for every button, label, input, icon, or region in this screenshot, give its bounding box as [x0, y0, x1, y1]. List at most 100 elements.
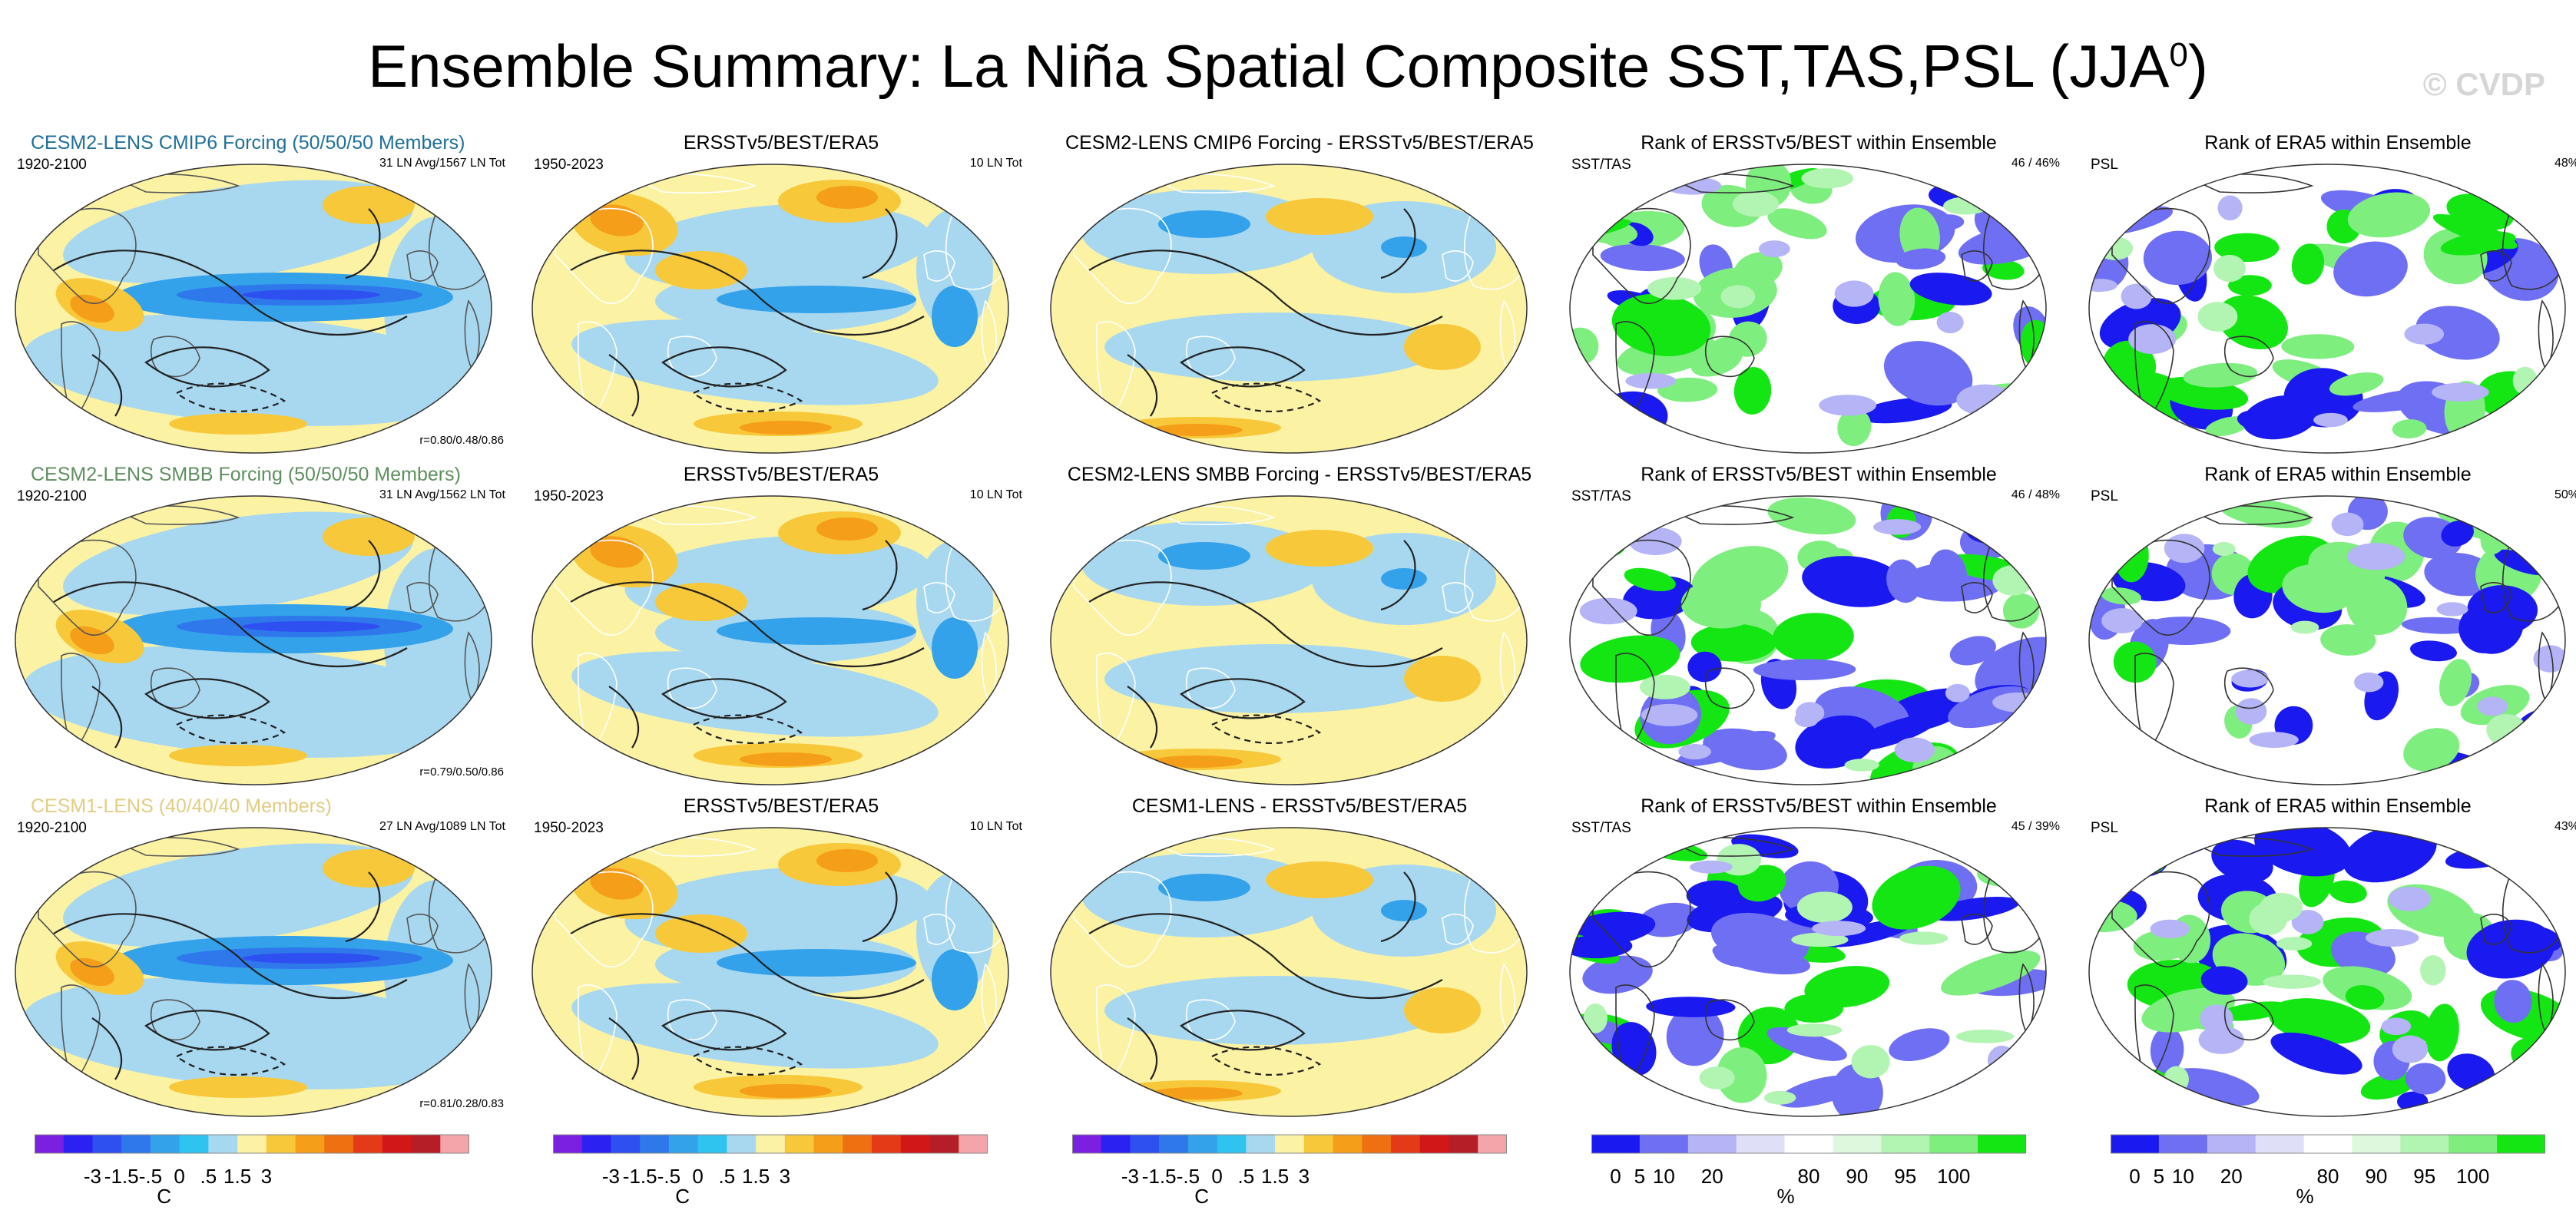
variable-label: SST/TAS: [1571, 820, 1631, 836]
coastline: [1704, 336, 1755, 378]
anomaly-patch: [932, 286, 978, 347]
coastline: [406, 914, 439, 945]
map-outline: [1569, 495, 2047, 785]
colorbar-tick-label: -3: [83, 1165, 102, 1188]
colorbar-tick-label: -3: [1121, 1165, 1140, 1188]
psl-contour: [91, 354, 123, 417]
rank-patch: [2138, 617, 2231, 645]
psl-contour: [1380, 871, 1416, 943]
panel-title: ERSSTv5/BEST/ERA5: [683, 132, 879, 154]
colorbar-swatch: [813, 1135, 843, 1153]
psl-contour: [53, 913, 408, 1000]
rank-patch: [2217, 295, 2288, 350]
rank-patch: [1680, 744, 1710, 758]
rank-patch: [1574, 838, 1614, 855]
rank-patch: [1896, 248, 1946, 269]
coastline: [406, 582, 439, 613]
event-count-label: 10 LN Tot: [969, 157, 1022, 170]
coastline: [1615, 653, 1655, 753]
colorbar-tick-label: 3: [1298, 1165, 1310, 1188]
psl-contour-negative: [1210, 714, 1322, 745]
coastline: [923, 582, 955, 613]
rank-percent-label: 45 / 39%: [2011, 820, 2060, 833]
colorbar-tick-label: 1.5: [1261, 1165, 1290, 1188]
rank-patch: [1680, 580, 1762, 629]
coastline: [2480, 914, 2512, 945]
coastline: [667, 667, 717, 709]
rank-patch: [1733, 367, 1772, 415]
rank-patch: [1889, 1028, 1950, 1062]
rank-patch: [2331, 512, 2364, 537]
rank-patch: [2276, 937, 2313, 951]
anomaly-patch: [23, 646, 484, 758]
colorbar-swatch: [1978, 1135, 2027, 1153]
rank-patch: [1728, 321, 1767, 357]
colorbar-tick-label: 10: [2171, 1165, 2194, 1188]
period-label: 1920-2100: [17, 488, 87, 504]
colorbar-swatch: [179, 1135, 209, 1153]
rank-patch: [1802, 556, 1905, 607]
colorbar-tick-label: 80: [1797, 1165, 1820, 1188]
colorbar-tick-label: -.5: [138, 1165, 163, 1188]
coastline: [1592, 207, 1691, 304]
colorbar-swatch: [208, 1135, 238, 1153]
variable-label: PSL: [2091, 488, 2118, 504]
colorbar-swatches: [1072, 1134, 1508, 1154]
coastline: [38, 207, 137, 304]
rank-patch: [1666, 1006, 1724, 1066]
colorbar-swatch: [1246, 1135, 1276, 1153]
panel-title: CESM1-LENS (40/40/40 Members): [31, 795, 332, 817]
coastline: [1442, 582, 1474, 613]
rank-patch: [2360, 1071, 2418, 1100]
anomaly-patch: [590, 536, 644, 568]
rank-patch: [2150, 1027, 2184, 1073]
coastline: [2223, 999, 2274, 1041]
rank-patch: [1834, 280, 1874, 307]
coastline: [38, 871, 137, 967]
colorbar-tick-label: 20: [1700, 1165, 1723, 1188]
psl-contour-negative: [174, 382, 286, 413]
rank-patch: [1583, 1003, 1608, 1033]
psl-contour: [608, 354, 640, 417]
coastline: [1096, 653, 1136, 753]
rank-patch: [1794, 711, 1819, 728]
rank-patch: [2259, 892, 2303, 922]
psl-contour: [1088, 913, 1443, 1000]
rank-patch: [1949, 636, 1996, 666]
rank-patch: [2217, 195, 2243, 221]
event-count-label: 31 LN Avg/1567 LN Tot: [379, 157, 505, 170]
rank-patch: [2183, 362, 2258, 388]
rank-patch: [1899, 931, 1949, 945]
rank-patch: [1758, 240, 1790, 258]
rank-patch: [1690, 344, 1743, 377]
colorbar-swatch: [63, 1135, 93, 1153]
coastline: [555, 539, 654, 636]
global-map: [2088, 495, 2566, 785]
panel-title: ERSSTv5/BEST/ERA5: [683, 464, 879, 485]
rank-patch: [1716, 1047, 1767, 1103]
psl-contour: [1380, 540, 1416, 611]
anomaly-patch: [384, 880, 492, 1064]
rank-patch: [1611, 293, 1711, 356]
anomaly-patch: [1381, 900, 1427, 921]
anomaly-patch: [1266, 530, 1373, 567]
anomaly-patch: [655, 914, 747, 953]
coastline: [150, 336, 200, 378]
psl-contour: [345, 208, 381, 279]
anomaly-patch: [1404, 324, 1481, 370]
rank-patch: [1819, 395, 1877, 416]
rank-patch: [1699, 1066, 1735, 1089]
rank-patch: [1600, 243, 1685, 272]
coastline: [1704, 667, 1755, 709]
map-panel-model-row-2: CESM2-LENS SMBB Forcing (50/50/50 Member…: [8, 464, 521, 786]
coastline: [1096, 984, 1136, 1085]
colorbar-swatch: [237, 1135, 267, 1153]
rank-patch: [2291, 910, 2324, 934]
colorbar-swatch: [92, 1135, 122, 1153]
global-map: [15, 495, 492, 785]
colorbar-unit-label: C: [675, 1185, 690, 1208]
coastline: [61, 653, 101, 753]
colorbar-swatch: [1687, 1135, 1737, 1153]
rank-patch: [2269, 998, 2371, 1044]
rank-patch: [2214, 233, 2280, 263]
